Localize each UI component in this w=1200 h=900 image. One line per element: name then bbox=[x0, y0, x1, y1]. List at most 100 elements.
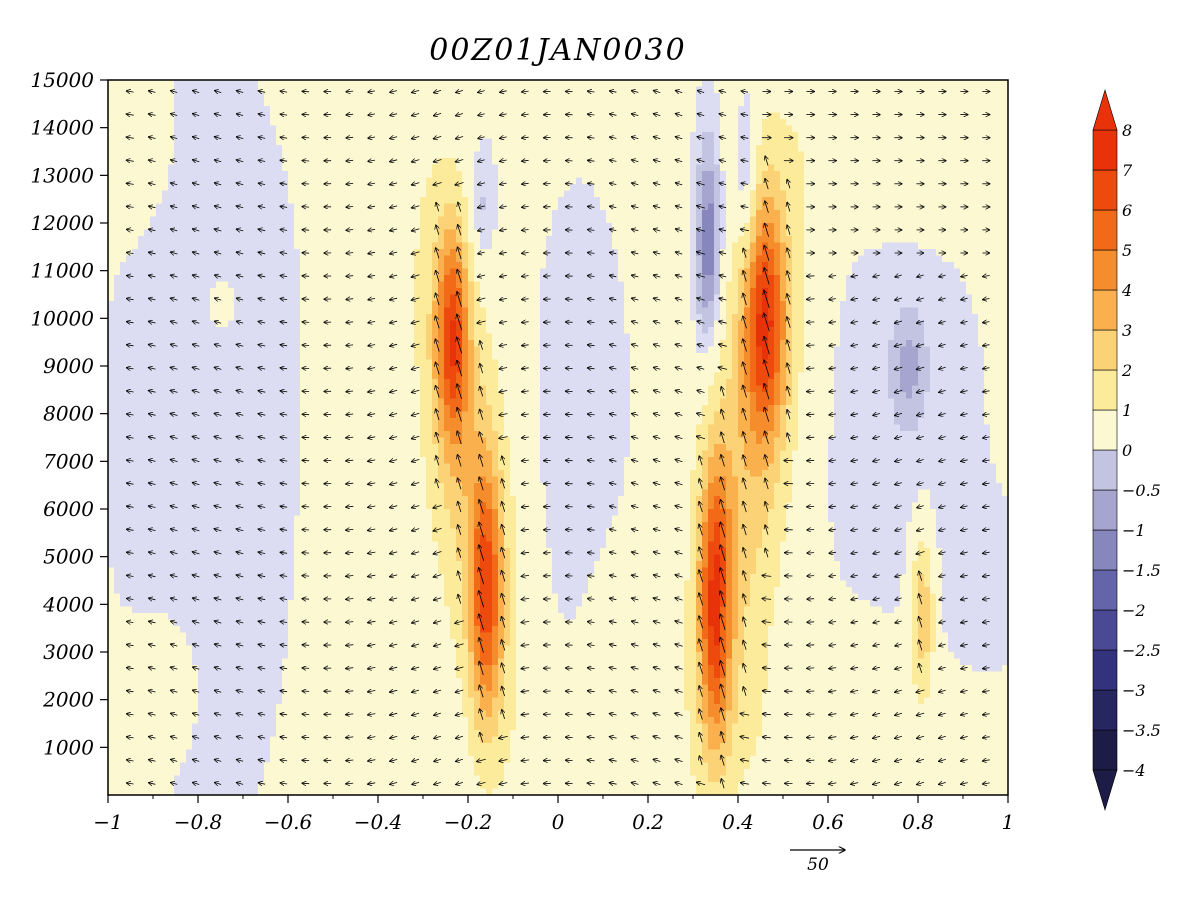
field-cell bbox=[816, 275, 823, 283]
field-cell bbox=[342, 229, 349, 237]
field-cell bbox=[378, 255, 385, 263]
field-cell bbox=[1002, 229, 1008, 237]
field-cell bbox=[846, 132, 853, 140]
field-cell bbox=[618, 216, 625, 224]
field-cell bbox=[834, 151, 841, 159]
field-cell bbox=[156, 288, 163, 296]
field-cell bbox=[768, 255, 775, 263]
field-cell bbox=[570, 268, 577, 276]
field-cell bbox=[750, 216, 757, 224]
field-cell bbox=[264, 99, 271, 107]
field-cell bbox=[858, 197, 865, 205]
field-cell bbox=[966, 249, 973, 257]
field-cell bbox=[162, 203, 169, 211]
field-cell bbox=[660, 112, 667, 120]
field-cell bbox=[396, 275, 403, 283]
field-cell bbox=[252, 249, 259, 257]
field-cell bbox=[336, 268, 343, 276]
field-cell bbox=[990, 275, 997, 283]
field-cell bbox=[606, 184, 613, 192]
field-cell bbox=[240, 119, 247, 127]
field-cell bbox=[276, 93, 283, 101]
field-cell bbox=[636, 93, 643, 101]
field-cell bbox=[378, 112, 385, 120]
field-cell bbox=[246, 151, 253, 159]
field-cell bbox=[378, 229, 385, 237]
field-cell bbox=[960, 249, 967, 257]
field-cell bbox=[774, 288, 781, 296]
field-cell bbox=[540, 223, 547, 231]
field-cell bbox=[120, 275, 127, 283]
field-cell bbox=[774, 86, 781, 94]
field-cell bbox=[552, 164, 559, 172]
field-cell bbox=[492, 203, 499, 211]
field-cell bbox=[798, 229, 805, 237]
field-cell bbox=[924, 268, 931, 276]
field-cell bbox=[126, 223, 133, 231]
field-cell bbox=[978, 119, 985, 127]
field-cell bbox=[990, 281, 997, 289]
field-cell bbox=[372, 86, 379, 94]
field-cell bbox=[684, 106, 691, 114]
field-cell bbox=[696, 93, 703, 101]
field-cell bbox=[108, 106, 115, 114]
field-cell bbox=[528, 262, 535, 270]
field-cell bbox=[156, 125, 163, 133]
field-cell bbox=[144, 242, 151, 250]
field-cell bbox=[954, 281, 961, 289]
field-cell bbox=[954, 80, 961, 88]
field-cell bbox=[702, 229, 709, 237]
field-cell bbox=[348, 171, 355, 179]
field-cell bbox=[870, 132, 877, 140]
field-cell bbox=[906, 151, 913, 159]
field-cell bbox=[516, 145, 523, 153]
field-cell bbox=[972, 210, 979, 218]
field-cell bbox=[996, 158, 1003, 166]
field-cell bbox=[162, 268, 169, 276]
field-cell bbox=[378, 125, 385, 133]
field-cell bbox=[336, 203, 343, 211]
field-cell bbox=[360, 203, 367, 211]
field-cell bbox=[468, 125, 475, 133]
field-cell bbox=[1002, 80, 1008, 88]
field-cell bbox=[606, 242, 613, 250]
field-cell bbox=[852, 99, 859, 107]
field-cell bbox=[918, 281, 925, 289]
field-cell bbox=[486, 119, 493, 127]
field-cell bbox=[600, 132, 607, 140]
field-cell bbox=[234, 145, 241, 153]
field-cell bbox=[288, 106, 295, 114]
field-cell bbox=[282, 177, 289, 185]
field-cell bbox=[366, 171, 373, 179]
field-cell bbox=[594, 255, 601, 263]
field-cell bbox=[744, 112, 751, 120]
field-cell bbox=[330, 145, 337, 153]
field-cell bbox=[972, 125, 979, 133]
field-cell bbox=[678, 275, 685, 283]
field-cell bbox=[924, 255, 931, 263]
field-cell bbox=[174, 288, 181, 296]
field-cell bbox=[294, 171, 301, 179]
field-cell bbox=[636, 262, 643, 270]
field-cell bbox=[372, 80, 379, 88]
field-cell bbox=[462, 268, 469, 276]
field-cell bbox=[444, 268, 451, 276]
field-cell bbox=[312, 99, 319, 107]
field-cell bbox=[234, 164, 241, 172]
field-cell bbox=[420, 86, 427, 94]
field-cell bbox=[786, 158, 793, 166]
field-cell bbox=[240, 80, 247, 88]
field-cell bbox=[306, 99, 313, 107]
field-cell bbox=[486, 197, 493, 205]
field-cell bbox=[552, 112, 559, 120]
field-cell bbox=[828, 106, 835, 114]
field-cell bbox=[756, 125, 763, 133]
field-cell bbox=[138, 229, 145, 237]
field-cell bbox=[654, 223, 661, 231]
field-cell bbox=[894, 229, 901, 237]
field-cell bbox=[402, 86, 409, 94]
field-cell bbox=[198, 288, 205, 296]
field-cell bbox=[738, 236, 745, 244]
field-cell bbox=[732, 223, 739, 231]
field-cell bbox=[420, 275, 427, 283]
